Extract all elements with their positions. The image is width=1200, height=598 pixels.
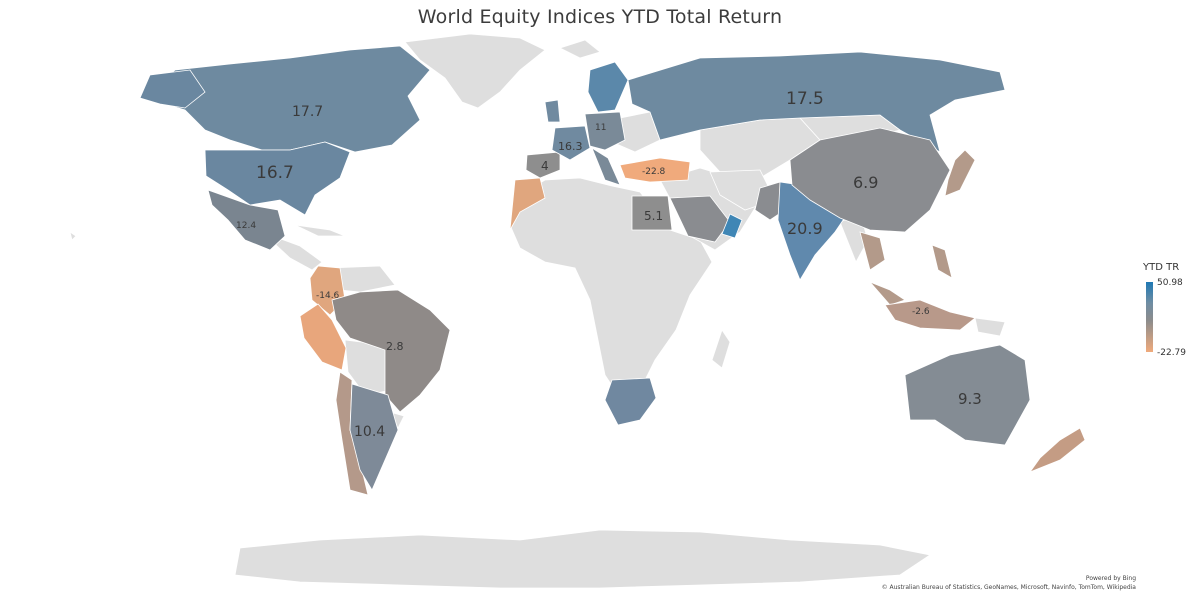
label-argentina: 10.4 <box>354 424 385 440</box>
label-russia: 17.5 <box>786 89 824 109</box>
label-china: 6.9 <box>853 173 878 192</box>
region-iberia <box>525 151 561 179</box>
legend-color-scale <box>1146 282 1153 352</box>
region-south-africa <box>604 377 657 426</box>
region-china <box>789 127 951 233</box>
label-usa: 16.7 <box>256 163 294 183</box>
label-colombia: -14.6 <box>316 291 340 301</box>
label-mexico: 12.4 <box>236 221 256 231</box>
region-egypt <box>631 195 673 231</box>
region-new-zealand <box>1028 427 1086 473</box>
region-france <box>551 125 591 161</box>
region-usa <box>204 141 351 216</box>
region-oman <box>721 213 743 239</box>
label-iberia: 4 <box>541 159 549 173</box>
land-hawaii <box>69 231 77 241</box>
region-nordics <box>587 61 629 113</box>
region-mexico <box>207 189 286 251</box>
region-uk <box>544 99 561 123</box>
region-philippines <box>931 244 953 279</box>
region-turkey <box>619 157 691 183</box>
region-japan <box>944 149 976 197</box>
region-thailand <box>859 231 886 271</box>
region-malaysia <box>869 281 906 306</box>
map-credits: Powered by Bing © Australian Bureau of S… <box>882 574 1136 592</box>
region-indonesia <box>884 299 976 331</box>
region-central-europe <box>584 111 626 151</box>
data-sources: © Australian Bureau of Statistics, GeoNa… <box>881 584 1136 591</box>
region-russia <box>627 51 1006 153</box>
land-papua <box>974 317 1006 337</box>
legend-max-value: 50.98 <box>1157 278 1183 288</box>
region-labels: 17.7 16.7 12.4 -14.6 2.8 10.4 4 16.3 11 … <box>236 89 982 440</box>
region-pakistan <box>754 181 786 221</box>
label-turkey: -22.8 <box>642 167 666 177</box>
region-brazil <box>331 289 451 413</box>
region-canada <box>144 45 431 153</box>
label-australia: 9.3 <box>958 390 982 408</box>
label-canada: 17.7 <box>292 104 323 120</box>
powered-by: Powered by Bing <box>1085 575 1136 582</box>
label-egypt: 5.1 <box>644 209 663 223</box>
land-caribbean <box>294 224 346 237</box>
data-regions[interactable] <box>139 45 1086 496</box>
land-antarctica <box>234 529 932 589</box>
legend-title: YTD TR <box>1143 262 1180 273</box>
region-argentina <box>349 383 399 491</box>
region-australia <box>904 344 1031 446</box>
label-india: 20.9 <box>787 219 823 238</box>
land-greenland <box>404 33 546 109</box>
region-peru <box>299 303 347 371</box>
land-madagascar <box>711 329 731 369</box>
region-italy <box>591 147 621 186</box>
region-alaska <box>139 69 206 109</box>
land-arctic-islands <box>558 39 601 59</box>
legend-min-value: -22.79 <box>1157 348 1187 358</box>
label-central-europe: 11 <box>595 123 606 133</box>
label-france: 16.3 <box>558 140 583 153</box>
no-data-land <box>69 33 1006 589</box>
legend: YTD TR 50.98 -22.79 <box>1143 262 1193 358</box>
label-indonesia: -2.6 <box>912 307 930 317</box>
map-title: World Equity Indices YTD Total Return <box>417 6 783 28</box>
label-brazil: 2.8 <box>386 340 404 353</box>
land-africa <box>509 177 713 399</box>
region-morocco <box>509 177 546 231</box>
